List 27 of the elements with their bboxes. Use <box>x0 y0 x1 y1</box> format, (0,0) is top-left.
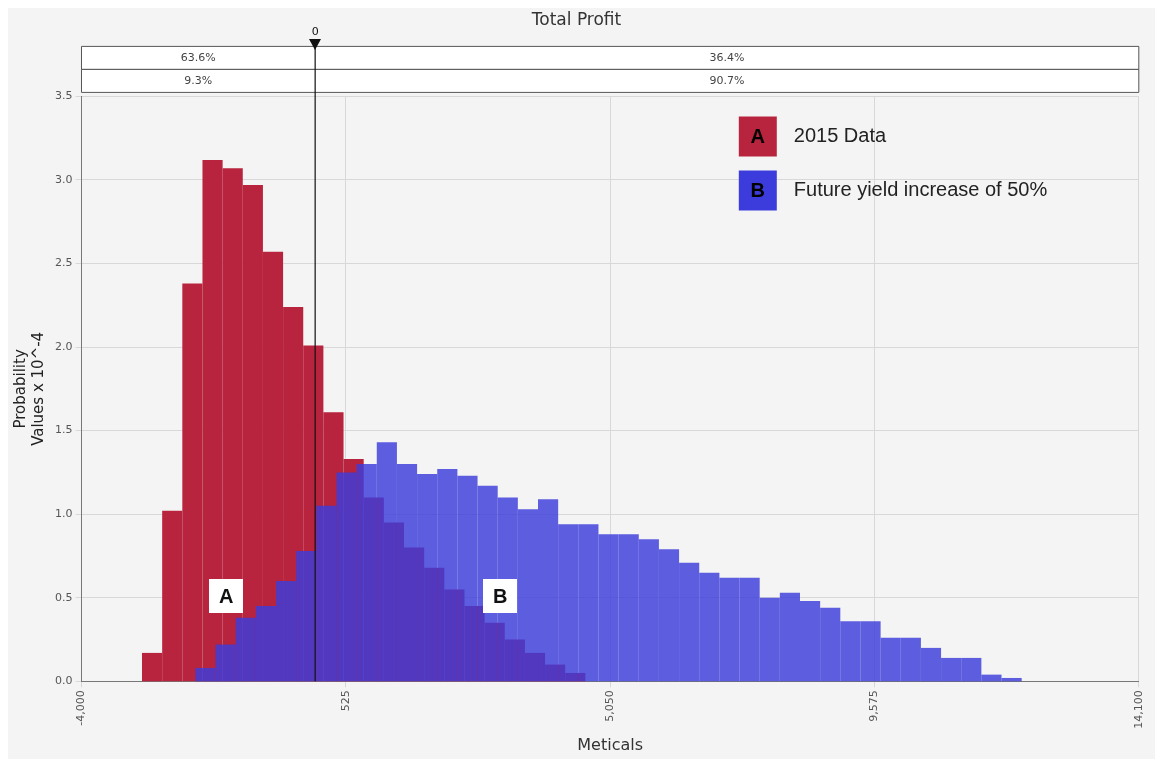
y-tick-label: 0.5 <box>54 590 73 604</box>
text: 9.3% <box>184 73 213 87</box>
x-tick-label: 525 <box>338 690 352 712</box>
text: 63.6% <box>180 50 216 64</box>
chart-title: Total Profit <box>530 8 622 29</box>
x-tick-label: 14,100 <box>1131 690 1145 729</box>
y-tick-label: 1.0 <box>54 507 73 521</box>
annotation: B <box>750 178 766 201</box>
x-tick-label: 9,575 <box>867 690 881 722</box>
annotation: A <box>750 124 766 147</box>
text: A <box>219 584 234 607</box>
y-tick-label: 2.5 <box>54 256 73 270</box>
legend-label: 2015 Data <box>793 123 887 146</box>
y-tick-label: 1.5 <box>54 423 73 437</box>
ref-line-label: 0 <box>311 24 319 38</box>
text: B <box>492 584 508 607</box>
legend-label: Future yield increase of 50% <box>793 177 1048 200</box>
y-tick-label: 3.0 <box>54 172 73 186</box>
y-tick-label: 3.5 <box>54 89 73 103</box>
y-axis-title: Probability Values x 10^-4 <box>10 331 47 446</box>
y-tick-label: 0.0 <box>54 674 73 688</box>
y-tick-label: 2.0 <box>54 339 73 353</box>
x-tick-label: 5,050 <box>603 690 617 722</box>
x-axis-title: Meticals <box>577 734 644 754</box>
x-tick-label: -4,000 <box>74 690 88 726</box>
text: 90.7% <box>709 73 745 87</box>
text: 36.4% <box>709 50 745 64</box>
